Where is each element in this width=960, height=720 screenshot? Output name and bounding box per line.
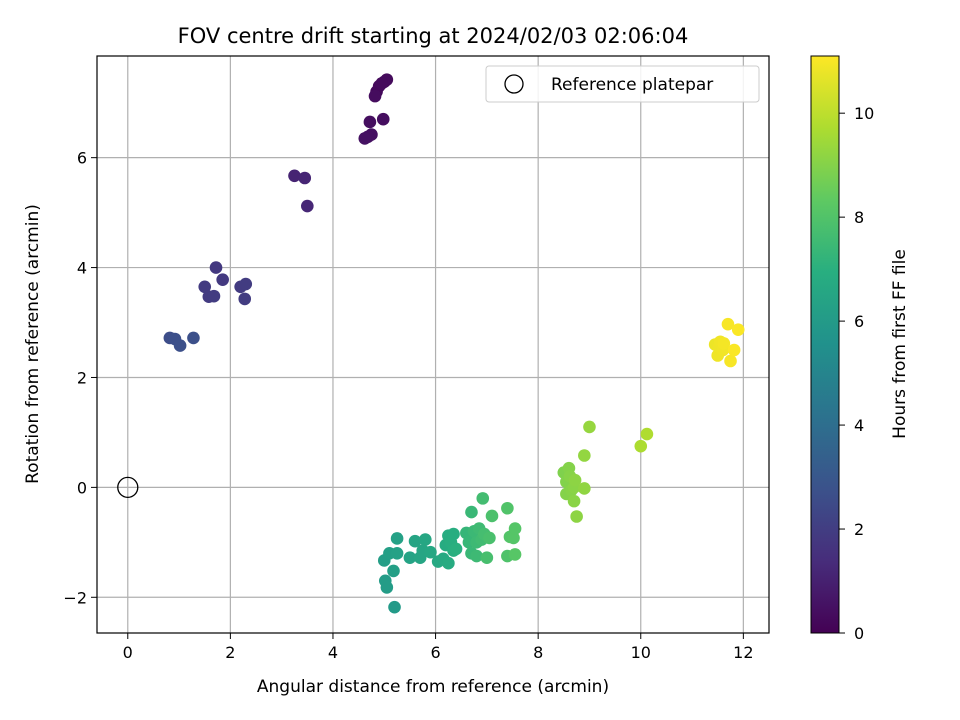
y-tick-label: 4	[77, 259, 87, 278]
data-point	[724, 354, 737, 368]
legend-reference-label: Reference platepar	[551, 75, 713, 95]
colorbar-tick-label: 6	[854, 312, 864, 331]
data-point	[378, 574, 392, 588]
colorbar-tick-label: 0	[854, 624, 864, 643]
data-point	[187, 331, 200, 345]
x-axis-ticks: 0 2 4 6 8 10 12	[123, 633, 754, 662]
y-tick-label: 6	[77, 149, 87, 168]
data-point	[301, 199, 314, 213]
data-point	[578, 482, 591, 495]
data-point	[568, 473, 582, 487]
data-point	[508, 522, 522, 535]
y-tick-label: 0	[77, 478, 87, 497]
data-point	[390, 547, 404, 560]
data-point	[476, 492, 490, 505]
data-point	[731, 323, 745, 336]
data-point	[449, 542, 463, 556]
colorbar-tick-label: 2	[854, 520, 864, 539]
data-point	[298, 171, 312, 185]
data-point	[207, 289, 221, 303]
data-point	[578, 449, 591, 462]
colorbar-ticks: 0 2 4 6 8 10	[839, 104, 874, 643]
data-point	[640, 427, 654, 441]
data-point	[727, 343, 741, 357]
x-axis-label: Angular distance from reference (arcmin)	[257, 677, 609, 697]
data-point	[403, 551, 417, 565]
y-tick-label: −2	[63, 588, 87, 607]
data-point	[570, 510, 583, 523]
data-point	[209, 261, 223, 274]
colorbar-label: Hours from first FF file	[890, 249, 910, 439]
data-point	[375, 77, 389, 90]
data-point	[507, 531, 520, 545]
data-points	[163, 73, 745, 614]
y-axis-ticks: −2 0 2 4 6	[63, 149, 97, 607]
colorbar-tick-label: 10	[854, 104, 874, 123]
x-tick-label: 2	[225, 643, 235, 662]
data-point	[376, 112, 390, 126]
data-point	[465, 505, 478, 519]
data-point	[483, 531, 496, 545]
data-point	[368, 89, 382, 103]
grid	[97, 56, 769, 633]
data-point	[567, 494, 581, 508]
y-tick-label: 2	[77, 368, 87, 387]
data-point	[239, 277, 253, 291]
colorbar-tick-label: 8	[854, 208, 864, 227]
legend-reference-marker	[504, 74, 524, 94]
colorbar	[810, 55, 840, 634]
data-point	[442, 556, 455, 570]
data-point	[480, 551, 494, 565]
data-point	[387, 564, 400, 578]
x-tick-label: 4	[328, 643, 338, 662]
reference-layer	[117, 476, 139, 499]
data-point	[721, 317, 735, 331]
data-point	[238, 292, 252, 306]
data-point	[173, 339, 187, 352]
data-point	[408, 534, 422, 548]
data-point	[216, 273, 229, 286]
chart-title: FOV centre drift starting at 2024/02/03 …	[178, 24, 689, 48]
x-tick-label: 12	[733, 643, 753, 662]
data-point	[358, 132, 372, 145]
plot-frame	[96, 55, 770, 634]
data-point	[424, 545, 437, 559]
data-point	[583, 420, 596, 434]
colorbar-tick-label: 4	[854, 416, 864, 435]
data-point	[363, 115, 377, 129]
legend: Reference platepar	[485, 65, 760, 103]
y-axis-label: Rotation from reference (arcmin)	[23, 204, 43, 484]
data-point	[508, 548, 522, 561]
x-tick-label: 6	[430, 643, 440, 662]
data-point	[501, 501, 514, 515]
legend-box	[485, 65, 760, 103]
x-tick-label: 0	[123, 643, 133, 662]
data-point	[390, 532, 404, 545]
data-point	[634, 439, 648, 453]
x-tick-label: 8	[533, 643, 543, 662]
data-point	[419, 533, 432, 546]
data-point	[388, 600, 401, 614]
data-point	[470, 549, 483, 563]
data-point	[288, 169, 301, 183]
data-point	[447, 527, 460, 541]
data-point	[717, 337, 731, 350]
reference-platepar-marker	[117, 476, 139, 499]
data-point	[485, 509, 499, 523]
x-tick-label: 10	[631, 643, 651, 662]
data-point	[198, 280, 212, 294]
